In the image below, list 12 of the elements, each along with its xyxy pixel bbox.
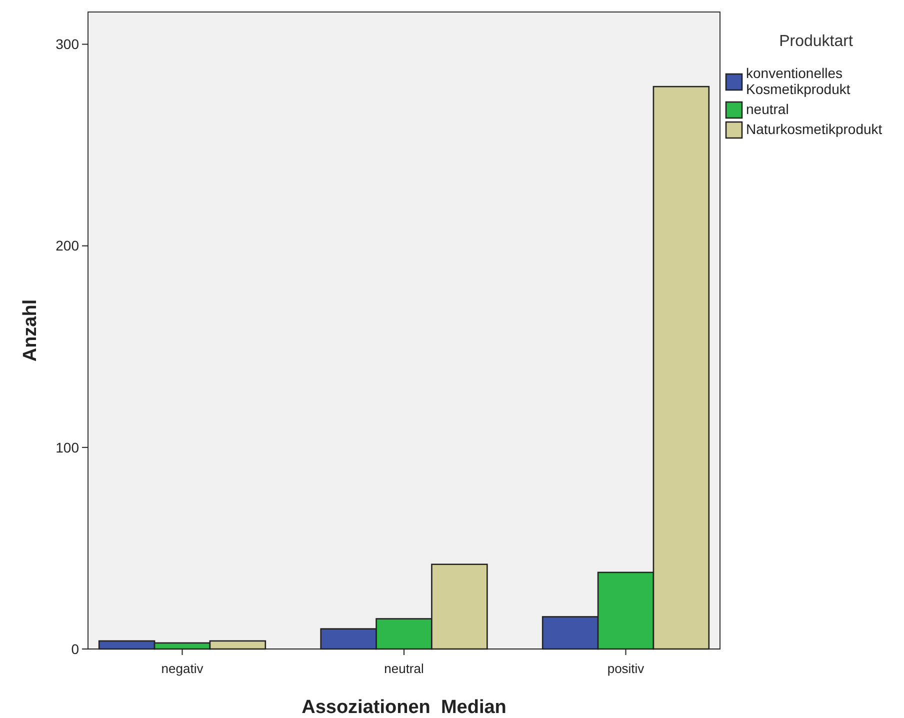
y-tick-label: 200 <box>56 238 80 254</box>
x-tick-label: negativ <box>161 661 204 676</box>
x-axis-title: Assoziationen Median <box>302 697 506 718</box>
y-tick-label: 300 <box>56 36 80 52</box>
y-tick-label: 0 <box>71 640 80 657</box>
legend-label: Naturkosmetikprodukt <box>746 121 882 137</box>
y-axis-title: Anzahl <box>20 299 41 362</box>
legend-label: neutral <box>746 101 789 117</box>
x-tick-label: positiv <box>607 661 645 676</box>
legend-title: Produktart <box>779 33 854 50</box>
x-tick-label: neutral <box>384 661 424 676</box>
y-tick-label: 100 <box>56 439 80 456</box>
